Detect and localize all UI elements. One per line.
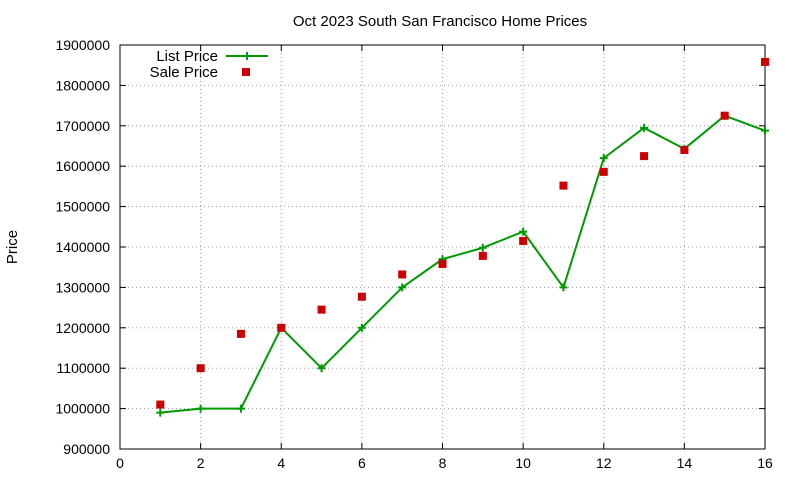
y-tick-label: 1300000 — [55, 279, 110, 295]
data-point-square — [599, 167, 608, 176]
legend-label: List Price — [156, 48, 218, 65]
data-point-plus — [317, 364, 326, 373]
x-tick-label: 2 — [197, 455, 205, 471]
chart-title: Oct 2023 South San Francisco Home Prices — [293, 13, 587, 30]
x-tick-label: 16 — [757, 455, 773, 471]
y-tick-label: 1400000 — [55, 239, 110, 255]
data-point-square — [357, 292, 366, 301]
y-tick-label: 900000 — [63, 441, 110, 457]
data-point-square — [680, 146, 689, 155]
data-point-plus — [156, 408, 165, 417]
legend-plus-swatch — [243, 52, 251, 60]
y-tick-label: 1000000 — [55, 401, 110, 417]
series-sale-price — [156, 57, 769, 409]
y-tick-label: 1200000 — [55, 320, 110, 336]
data-point-plus — [761, 126, 769, 135]
y-tick-label: 1500000 — [55, 199, 110, 215]
grid — [120, 45, 765, 449]
data-point-plus — [519, 227, 528, 236]
data-point-plus — [478, 243, 487, 252]
series-layer — [156, 57, 769, 417]
x-tick-label: 14 — [677, 455, 693, 471]
x-tick-label: 8 — [439, 455, 447, 471]
data-point-plus — [559, 283, 568, 292]
legend-label: Sale Price — [150, 64, 218, 81]
data-point-square — [519, 236, 528, 245]
data-point-square — [156, 400, 165, 409]
data-point-plus — [357, 323, 366, 332]
data-point-square — [720, 111, 729, 120]
data-point-square — [438, 259, 447, 268]
data-point-plus — [599, 154, 608, 163]
y-tick-label: 1900000 — [55, 37, 110, 53]
data-point-square — [478, 251, 487, 260]
data-point-plus — [640, 123, 649, 132]
x-tick-label: 4 — [277, 455, 285, 471]
x-tick-label: 12 — [596, 455, 612, 471]
data-point-square — [236, 329, 245, 338]
data-point-square — [640, 152, 649, 161]
data-point-square — [559, 181, 568, 190]
data-point-plus — [196, 404, 205, 413]
data-point-square — [398, 270, 407, 279]
y-axis-label: Price — [4, 230, 21, 264]
data-point-square — [277, 323, 286, 332]
series-line — [160, 114, 766, 414]
y-tick-label: 1800000 — [55, 77, 110, 93]
y-tick-label: 1700000 — [55, 118, 110, 134]
x-tick-label: 6 — [358, 455, 366, 471]
series-list-price — [156, 111, 769, 417]
data-point-square — [196, 364, 205, 373]
y-tick-label: 1600000 — [55, 158, 110, 174]
data-point-square — [761, 57, 769, 66]
y-tick-label: 1100000 — [57, 360, 111, 376]
x-tick-label: 0 — [116, 455, 124, 471]
axis-ticks: 0 2 4 6 8 10 12 14 16 900000 1000000 1100000 1200000… — [55, 37, 773, 471]
data-point-plus — [236, 404, 245, 413]
data-point-plus — [398, 283, 407, 292]
x-tick-label: 10 — [515, 455, 531, 471]
legend-square-swatch — [242, 68, 250, 76]
data-point-square — [317, 305, 326, 314]
